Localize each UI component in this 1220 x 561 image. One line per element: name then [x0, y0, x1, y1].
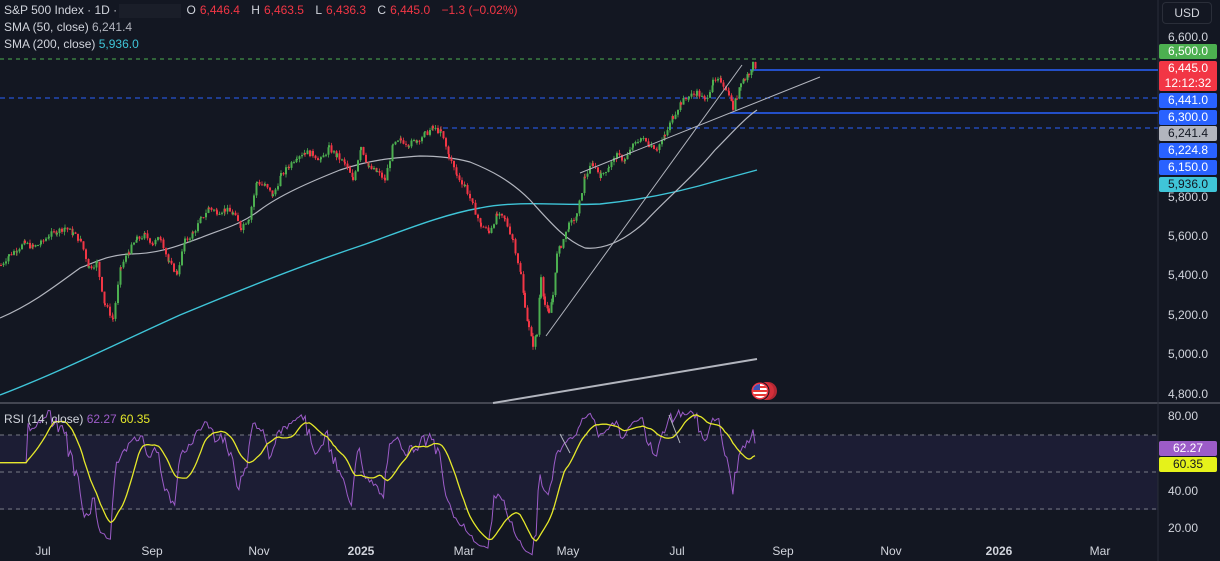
rsi-value: 62.27: [86, 412, 117, 426]
rsi-tick: 80.00: [1168, 409, 1199, 423]
time-tick: 2026: [985, 544, 1013, 558]
time-tick: Sep: [141, 544, 163, 558]
bar-countdown: 12:12:32: [1164, 76, 1212, 90]
rsi-tick: 40.00: [1168, 484, 1199, 498]
price-tick: 6,600.0: [1168, 30, 1209, 44]
time-tick: Jul: [669, 544, 685, 558]
masked-exchange: [119, 3, 182, 18]
price-tick: 5,000.0: [1168, 347, 1209, 361]
price-tick: 4,800.0: [1168, 387, 1209, 401]
rsi-trendline-1[interactable]: [559, 433, 571, 454]
price-tag-level: 6,441.0: [1159, 93, 1217, 108]
price-tag-level: 6,224.8: [1159, 143, 1217, 158]
time-tick: Sep: [772, 544, 794, 558]
sma200-line: [0, 169, 758, 396]
price-tag-last: 6,445.0 12:12:32: [1159, 61, 1217, 91]
symbol-title: S&P 500 Index · 1D ·: [4, 3, 118, 17]
time-tick: Mar: [1089, 544, 1111, 558]
time-tick: Mar: [453, 544, 475, 558]
rsi-tick: 20.00: [1168, 521, 1199, 535]
trendline-lower-support[interactable]: [492, 358, 758, 404]
rsi-ma-value: 60.35: [120, 412, 151, 426]
time-tick: May: [556, 544, 580, 558]
us-economic-event-flag-icon[interactable]: [748, 380, 778, 402]
time-tick: Jul: [35, 544, 51, 558]
price-tick: 5,200.0: [1168, 308, 1209, 322]
price-tick: 5,800.0: [1168, 190, 1209, 204]
rsi-tag: 62.27: [1159, 441, 1217, 456]
sma50-legend[interactable]: SMA (50, close) 6,241.4: [4, 20, 133, 34]
time-tick: Nov: [248, 544, 270, 558]
price-tag-sma50: 6,241.4: [1159, 126, 1217, 141]
ohlc-values: O 6,446.4 H 6,463.5 L 6,436.3 C 6,445.0 −1.3…: [186, 3, 518, 17]
sma50-line: [0, 109, 758, 319]
price-candles: [0, 61, 757, 350]
rsi-trendline-2[interactable]: [668, 414, 681, 444]
sma200-legend[interactable]: SMA (200, close) 5,936.0: [4, 37, 139, 51]
price-tick: 5,600.0: [1168, 229, 1209, 243]
rsi-ma-tag: 60.35: [1159, 457, 1217, 472]
close-value: 6,445.0: [390, 3, 431, 17]
price-tag-level: 6,150.0: [1159, 160, 1217, 175]
price-tick: 5,400.0: [1168, 268, 1209, 282]
sma200-value: 5,936.0: [98, 37, 139, 51]
sma50-value: 6,241.4: [92, 20, 133, 34]
price-tag-target: 6,500.0: [1159, 44, 1217, 59]
last-price: 6,445.0: [1167, 61, 1209, 75]
rsi-legend[interactable]: RSI (14, close) 62.27 60.35: [4, 412, 151, 426]
trendline-steep[interactable]: [545, 64, 743, 337]
rsi-ma-line: [0, 414, 756, 542]
low-value: 6,436.3: [326, 3, 367, 17]
high-value: 6,463.5: [263, 3, 304, 17]
symbol-legend[interactable]: S&P 500 Index · 1D · O 6,446.4 H 6,463.5 L…: [4, 2, 522, 18]
time-tick: Nov: [880, 544, 902, 558]
change-value: −1.3 (−0.02%): [441, 3, 518, 17]
price-tag-sma200: 5,936.0: [1159, 177, 1217, 192]
currency-button[interactable]: USD: [1162, 2, 1212, 24]
rsi-line: [0, 408, 756, 556]
trendline-channel-top[interactable]: [579, 76, 821, 174]
time-tick: 2025: [347, 544, 375, 558]
open-value: 6,446.4: [199, 3, 240, 17]
price-tag-level: 6,300.0: [1159, 110, 1217, 125]
